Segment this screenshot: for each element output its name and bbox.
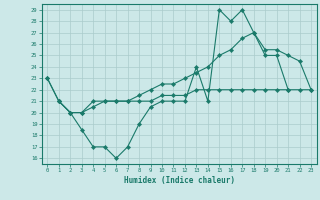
X-axis label: Humidex (Indice chaleur): Humidex (Indice chaleur) bbox=[124, 176, 235, 185]
